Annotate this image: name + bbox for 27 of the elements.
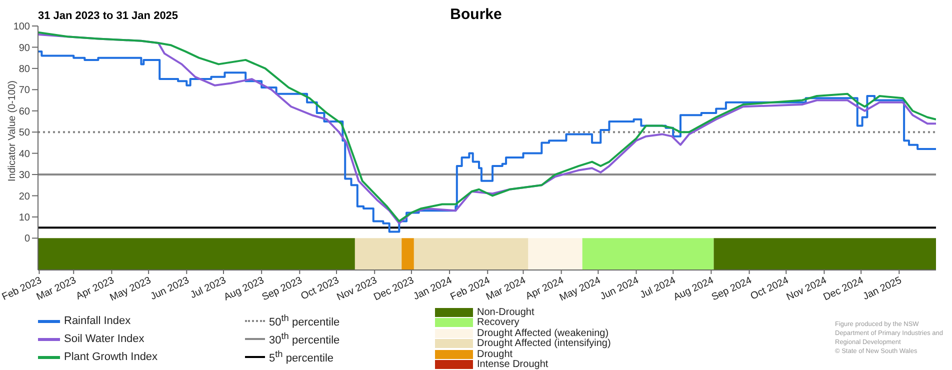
y-tick-label: 30 <box>18 170 30 182</box>
y-tick-label: 100 <box>13 22 30 33</box>
y-tick-label: 60 <box>18 106 30 118</box>
chart-subtitle: 31 Jan 2023 to 31 Jan 2025 <box>38 10 178 22</box>
legend-label: Drought Affected (weakening) <box>477 328 609 339</box>
legend-label: 30$^{th}$ percentile <box>269 331 340 347</box>
y-tick-label: 10 <box>18 212 30 224</box>
y-tick-label: 0 <box>24 234 30 245</box>
legend-label: Drought Affected (intensifying) <box>477 338 611 350</box>
legend-label: Non-Drought <box>477 306 534 318</box>
legend-label: Plant Growth Index <box>64 351 158 363</box>
legend-label: Drought <box>477 348 513 360</box>
y-tick-label: 80 <box>18 64 30 75</box>
x-tick-label: Jun 2024 <box>598 275 641 303</box>
y-tick-label: 70 <box>18 85 30 96</box>
legend-label: Soil Water Index <box>64 333 144 345</box>
legend-label: 5$^{th}$ percentile <box>269 349 334 365</box>
chart-title: Bourke <box>450 6 502 23</box>
text: Intense Drought <box>477 359 548 370</box>
y-tick-label: 50 <box>18 128 30 139</box>
y-tick-label: 20 <box>18 191 30 202</box>
legend-label: 50$^{th}$ percentile <box>269 313 340 329</box>
legend-label: Recovery <box>477 317 520 328</box>
legend-label: Rainfall Index <box>64 315 131 327</box>
y-tick-label: 40 <box>18 148 30 160</box>
y-tick-label: 90 <box>18 42 30 54</box>
y-axis-title: Indicator Value (0-100) <box>7 80 18 182</box>
